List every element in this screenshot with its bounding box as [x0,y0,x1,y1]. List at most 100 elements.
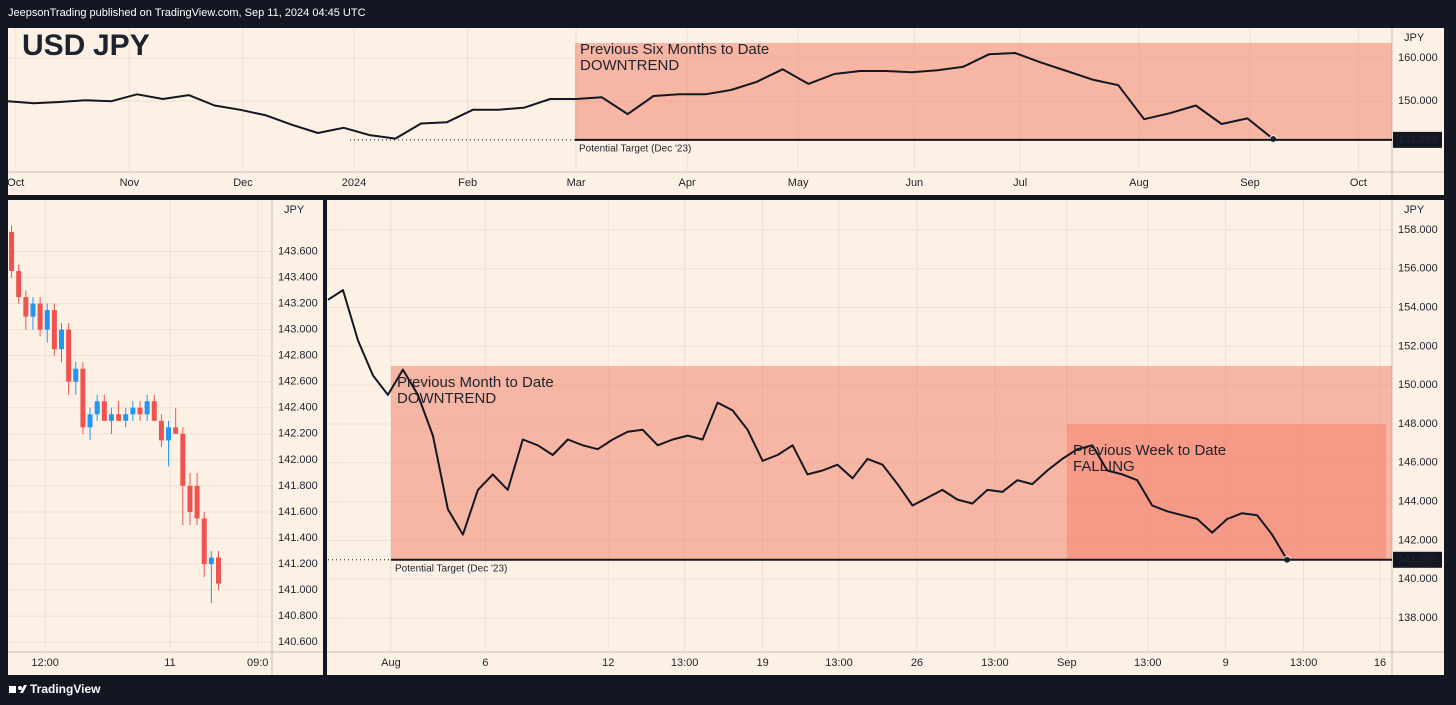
candle-body [137,407,143,415]
candle-body [44,310,50,330]
y-tick-label: 142.600 [278,376,318,388]
price-unit: JPY [1404,32,1425,44]
candle-body [123,414,129,421]
y-tick-label: 143.400 [278,271,318,283]
price-unit: JPY [1404,204,1425,216]
x-tick-label: Jun [905,177,923,189]
x-tick-label: Oct [1350,177,1367,189]
x-tick-label: 26 [911,657,923,669]
candle-body [215,557,221,584]
chart-panel: 138.000 140.000 142.000 144.000 146.000 148.0… [327,200,1444,675]
x-tick-label: 19 [756,657,768,669]
plot-area [8,200,272,652]
zone [1067,424,1386,560]
chart-panel: 140.600 140.800 141.000 141.200 141.400 141.6… [8,200,323,675]
x-tick-label: 13:00 [825,657,853,669]
y-tick-label: 142.000 [1398,534,1438,546]
x-tick-label: 2024 [342,177,366,189]
x-tick-label: 13:00 [671,657,699,669]
candle-body [66,329,72,382]
zone-sublabel: DOWNTREND [580,57,679,74]
publish-info: JeepsonTrading published on TradingView.… [8,7,366,19]
y-tick-label: 141.800 [278,480,318,492]
y-tick-label: 148.000 [1398,418,1438,430]
candle-body [80,368,86,428]
candle-body [23,297,29,317]
target-price-label: 141.000 [1398,554,1438,566]
candle-body [116,414,122,421]
candle-body [158,420,164,441]
y-tick-label: 152.000 [1398,340,1438,352]
y-tick-label: 141.600 [278,506,318,518]
x-tick-label: 16 [1374,657,1386,669]
candle-body [51,310,57,350]
candle-body [73,368,79,382]
y-tick-label: 144.000 [1398,495,1438,507]
y-tick-label: 141.000 [278,584,318,596]
x-tick-label: 13:00 [1134,657,1162,669]
candle-body [151,401,157,421]
candle-body [94,401,100,415]
candle-body [180,433,186,486]
x-tick-label: Oct [7,177,24,189]
panel-background [8,200,323,675]
y-tick-label: 160.000 [1398,52,1438,64]
candle-body [208,557,214,565]
x-tick-label: Dec [233,177,253,189]
y-tick-label: 142.000 [278,454,318,466]
x-tick-label: Aug [381,657,401,669]
x-tick-label: Nov [120,177,140,189]
x-tick-label: 12:00 [31,657,59,669]
x-tick-label: 09:0 [247,657,268,669]
x-tick-label: 13:00 [981,657,1009,669]
chart-panel: 150.000 160.000 Oct Nov Dec 2024 Feb Mar Apr May J… [7,28,1444,195]
candle-body [87,414,93,428]
brand: TradingView [30,682,101,696]
y-tick-label: 154.000 [1398,301,1438,313]
x-tick-label: Sep [1057,657,1077,669]
plot-area [8,28,1392,172]
y-tick-label: 141.400 [278,532,318,544]
symbol: USD [22,29,85,62]
y-tick-label: 156.000 [1398,263,1438,275]
brand-logo [9,685,27,693]
candle-body [173,427,179,434]
x-tick-label: Feb [458,177,477,189]
candle-body [144,401,150,415]
y-tick-label: 146.000 [1398,457,1438,469]
target-price-box [1393,131,1442,148]
target-name: Potential Target (Dec '23) [395,563,507,574]
candle-body [194,485,200,519]
x-tick-label: 12 [602,657,614,669]
y-tick-label: 150.000 [1398,379,1438,391]
candle-body [16,271,22,298]
candle-body [166,427,172,441]
y-tick-label: 140.000 [1398,573,1438,585]
y-tick-label: 140.800 [278,610,318,622]
y-tick-label: 140.600 [278,636,318,648]
y-tick-label: 142.400 [278,402,318,414]
target-price-label: 141.000 [1398,134,1438,146]
zone [575,43,1392,140]
y-tick-label: 150.000 [1398,95,1438,107]
zone-sublabel: DOWNTREND [397,390,496,407]
candle-body [30,303,36,317]
x-tick-label: May [788,177,809,189]
y-tick-label: 142.200 [278,428,318,440]
candle-body [187,485,193,512]
zone-label: Previous Six Months to Date [580,41,769,58]
x-tick-label: Sep [1240,177,1260,189]
y-tick-label: 158.000 [1398,224,1438,236]
candle-body [9,231,15,272]
symbol: JPY [93,29,150,62]
y-tick-label: 141.200 [278,558,318,570]
price-unit: JPY [284,204,305,216]
x-tick-label: 13:00 [1290,657,1318,669]
y-tick-label: 143.200 [278,297,318,309]
x-tick-label: Aug [1129,177,1149,189]
candle-body [130,407,136,415]
price-line [327,289,1288,561]
x-tick-label: Jul [1013,177,1027,189]
